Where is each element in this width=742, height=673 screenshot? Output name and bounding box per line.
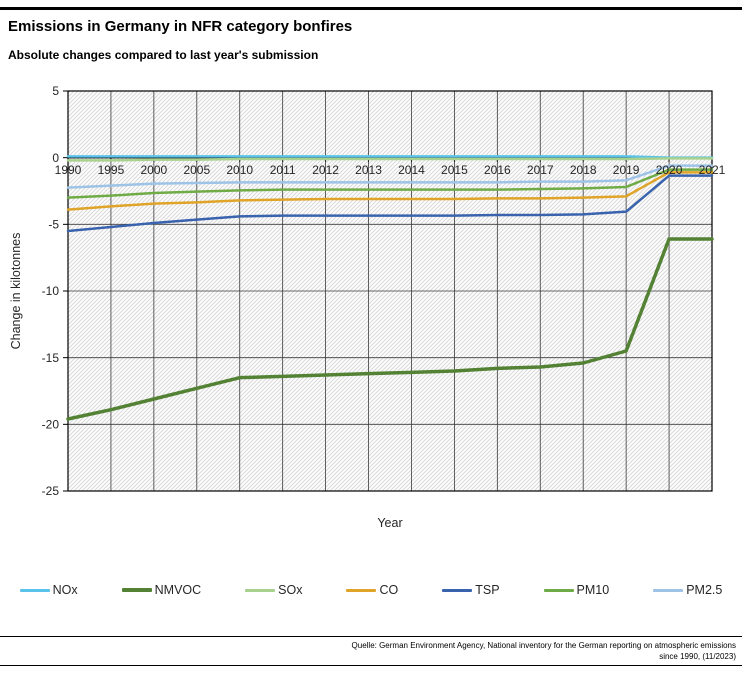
x-axis-tick-label: 2014 [398,163,425,177]
y-axis-tick-label: -20 [42,418,60,432]
bottom-divider-rule-top [0,636,742,637]
series-line-nox [66,155,714,159]
series-line-sox [66,157,714,162]
x-axis-tick-label: 2011 [270,163,296,177]
series-line-pm2-5 [66,164,714,189]
x-axis-tick-label: 2016 [484,163,511,177]
legend-label-pm10: PM10 [576,583,610,597]
legend-swatch-pm2-5 [653,588,684,592]
legend-item-co: CO [346,583,398,597]
x-axis-title: Year [377,516,402,530]
x-axis-tick-label: 2005 [183,163,210,177]
legend-item-pm10: PM10 [543,583,610,597]
source-note: Quelle: German Environment Agency, Natio… [236,640,736,662]
y-axis-tick-label: 0 [52,151,59,165]
legend-swatch-nmvoc [121,588,152,592]
legend-item-pm2-5: PM2.5 [653,583,722,597]
x-axis-tick-label: 2020 [656,163,683,177]
x-axis-labels: 1990 1995 2000 2005 2010 2011 2012 2013 2014 2015… [55,163,726,177]
legend-swatch-co [346,588,377,592]
series-line-pm10 [66,168,714,199]
legend-item-tsp: TSP [442,583,500,597]
legend-swatch-pm10 [543,588,574,592]
x-axis-tick-label: 2000 [141,163,168,177]
series-line-nmvoc [66,237,714,421]
emissions-line-chart: 5 0 -5 -10 -15 -20 -25 1990 1995 2000 2005 2010 2011… [0,84,742,535]
x-axis-tick-label: 2019 [613,163,640,177]
y-axis-tick-label: -15 [42,351,60,365]
x-axis-tick-label: 2013 [355,163,382,177]
legend: NOx NMVOC SOx CO TSP PM10 PM2.5 [0,578,742,602]
x-axis-tick-label: 2021 [699,163,726,177]
legend-label-tsp: TSP [475,583,500,597]
legend-swatch-tsp [442,588,473,592]
legend-label-nox: NOx [52,583,78,597]
x-axis-tick-label: 2017 [527,163,554,177]
legend-label-co: CO [379,583,399,597]
chart-svg: 5 0 -5 -10 -15 -20 -25 1990 1995 2000 2005 2010 2011… [9,84,726,530]
source-note-line2: since 1990, (11/2023) [659,652,736,661]
series-line-tsp [66,174,714,233]
y-axis-tick-label: -10 [42,284,60,298]
x-axis-tick-label: 2012 [312,163,339,177]
legend-label-nmvoc: NMVOC [154,583,202,597]
legend-swatch-nox [19,588,50,592]
chart-subtitle: Absolute changes compared to last year's… [8,48,319,62]
y-axis-labels: 5 0 -5 -10 -15 -20 -25 [42,84,68,498]
chart-title: Emissions in Germany in NFR category bon… [8,18,353,35]
legend-label-sox: SOx [278,583,303,597]
legend-label-pm2-5: PM2.5 [686,583,723,597]
y-axis-tick-label: -5 [48,218,59,232]
x-axis-tick-label: 1990 [55,163,82,177]
legend-item-nox: NOx [19,583,78,597]
series-line-co [66,171,714,211]
x-axis-tick-label: 1995 [98,163,125,177]
bottom-divider-rule-bottom [0,665,742,666]
source-note-line1: Quelle: German Environment Agency, Natio… [351,641,736,650]
x-axis-tick-label: 2015 [441,163,468,177]
y-axis-tick-label: 5 [52,85,59,98]
legend-item-sox: SOx [245,583,302,597]
y-axis-title: Change in kilotonnes [9,233,23,350]
top-divider-rule [0,7,742,10]
legend-item-nmvoc: NMVOC [121,583,202,597]
y-axis-tick-label: -25 [42,484,60,498]
x-axis-tick-label: 2018 [570,163,597,177]
x-axis-tick-label: 2010 [226,163,253,177]
legend-swatch-sox [245,588,276,592]
